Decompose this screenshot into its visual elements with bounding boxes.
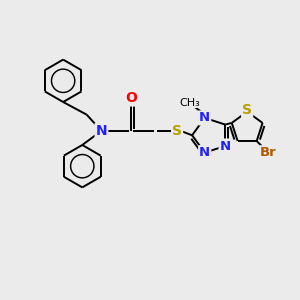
Text: S: S bbox=[242, 103, 252, 117]
Text: Br: Br bbox=[260, 146, 277, 159]
Text: O: O bbox=[125, 92, 137, 106]
Text: N: N bbox=[199, 146, 210, 159]
Text: N: N bbox=[96, 124, 107, 138]
Text: S: S bbox=[172, 124, 182, 138]
Text: CH₃: CH₃ bbox=[180, 98, 200, 108]
Text: N: N bbox=[199, 111, 210, 124]
Text: N: N bbox=[220, 140, 231, 152]
